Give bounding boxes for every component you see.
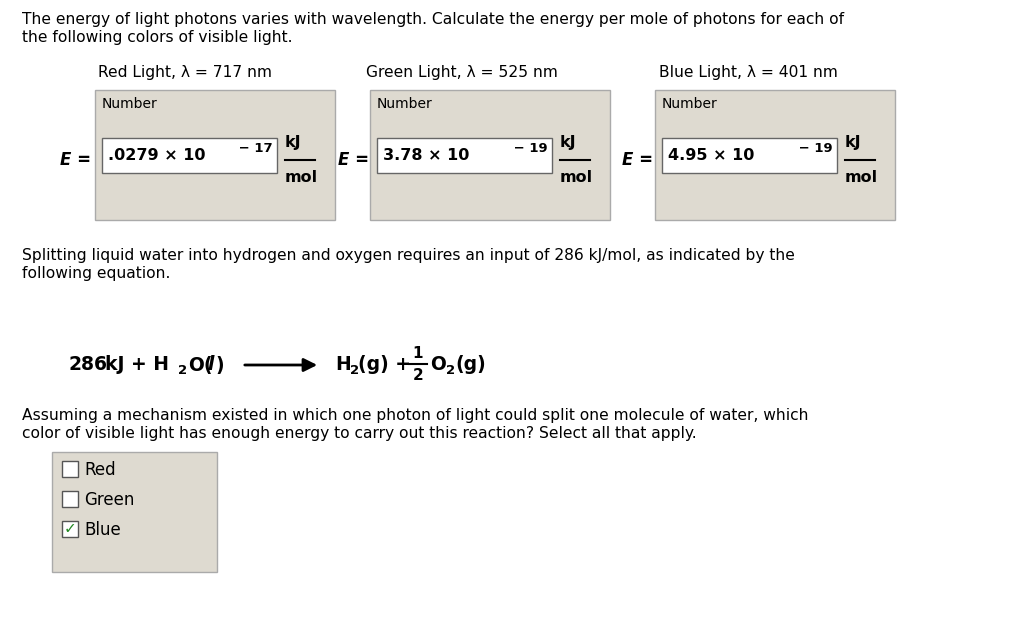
Text: Green: Green <box>84 491 134 509</box>
Bar <box>377 138 552 173</box>
Text: − 19: − 19 <box>509 142 548 155</box>
Bar <box>370 90 610 220</box>
Text: Splitting liquid water into hydrogen and oxygen requires an input of 286 kJ/mol,: Splitting liquid water into hydrogen and… <box>22 248 795 263</box>
Text: Assuming a mechanism existed in which one photon of light could split one molecu: Assuming a mechanism existed in which on… <box>22 408 809 423</box>
Bar <box>62 521 78 537</box>
Text: (g) +: (g) + <box>358 356 411 375</box>
Text: H: H <box>335 356 351 375</box>
Text: Red: Red <box>84 461 116 479</box>
Text: following equation.: following equation. <box>22 266 170 281</box>
Bar <box>62 461 78 477</box>
Text: mol: mol <box>845 170 879 185</box>
Bar <box>102 138 278 173</box>
Text: O(: O( <box>188 356 213 375</box>
Text: mol: mol <box>560 170 593 185</box>
Text: 2: 2 <box>350 363 359 377</box>
Text: Number: Number <box>377 97 433 111</box>
Text: − 19: − 19 <box>795 142 833 155</box>
Text: E =: E = <box>60 151 91 169</box>
Text: The energy of light photons varies with wavelength. Calculate the energy per mol: The energy of light photons varies with … <box>22 12 844 27</box>
Text: 1: 1 <box>413 346 423 361</box>
Text: Green Light, λ = 525 nm: Green Light, λ = 525 nm <box>366 65 558 80</box>
Bar <box>95 90 335 220</box>
Text: Blue: Blue <box>84 521 121 539</box>
Text: ✓: ✓ <box>63 522 77 537</box>
Text: Red Light, λ = 717 nm: Red Light, λ = 717 nm <box>98 65 272 80</box>
Text: Number: Number <box>662 97 718 111</box>
Text: kJ: kJ <box>560 135 577 150</box>
Bar <box>52 452 217 572</box>
Text: l: l <box>207 356 213 375</box>
Text: 3.78 × 10: 3.78 × 10 <box>383 148 469 163</box>
Text: kJ: kJ <box>845 135 861 150</box>
Text: 2: 2 <box>413 368 423 384</box>
Text: ): ) <box>215 356 223 375</box>
Text: E =: E = <box>338 151 369 169</box>
Text: .0279 × 10: .0279 × 10 <box>108 148 206 163</box>
Text: Number: Number <box>102 97 158 111</box>
Text: O: O <box>430 356 445 375</box>
Text: E =: E = <box>622 151 653 169</box>
Text: 286: 286 <box>68 356 106 375</box>
Text: mol: mol <box>285 170 318 185</box>
Text: Blue Light, λ = 401 nm: Blue Light, λ = 401 nm <box>658 65 838 80</box>
Text: kJ + H: kJ + H <box>105 356 169 375</box>
Text: 2: 2 <box>178 363 187 377</box>
Text: 4.95 × 10: 4.95 × 10 <box>668 148 755 163</box>
Text: kJ: kJ <box>285 135 302 150</box>
Bar <box>655 90 895 220</box>
Text: − 17: − 17 <box>234 142 273 155</box>
Bar <box>62 491 78 507</box>
Text: 2: 2 <box>446 363 455 377</box>
Bar <box>662 138 837 173</box>
Text: (g): (g) <box>455 356 485 375</box>
Text: the following colors of visible light.: the following colors of visible light. <box>22 30 293 45</box>
Text: color of visible light has enough energy to carry out this reaction? Select all : color of visible light has enough energy… <box>22 426 696 441</box>
